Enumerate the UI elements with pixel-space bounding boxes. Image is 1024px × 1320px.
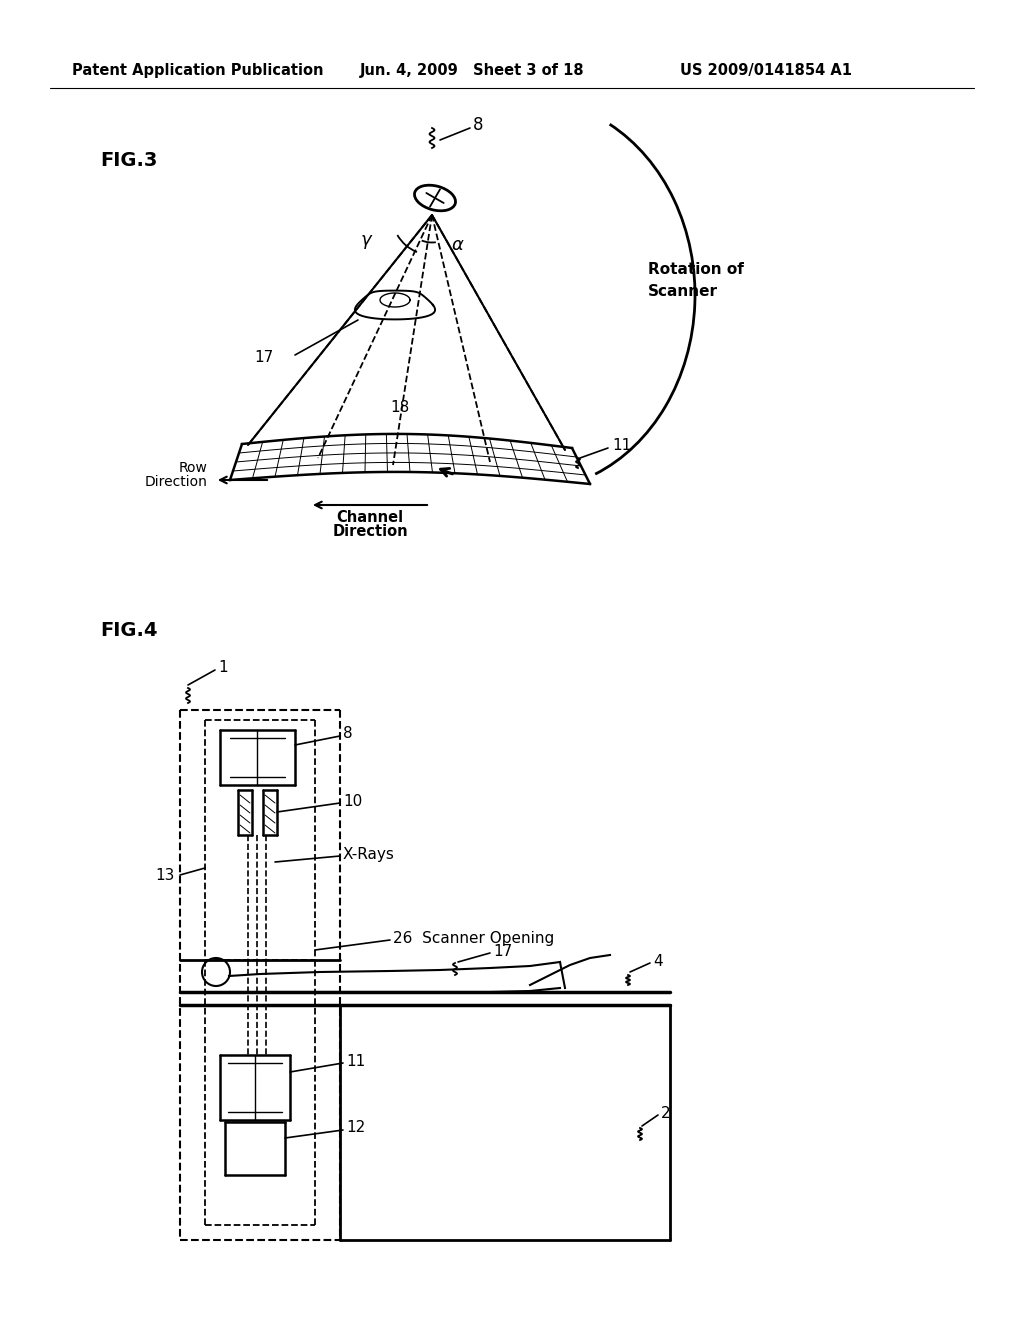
Text: 8: 8	[473, 116, 483, 135]
Text: 12: 12	[346, 1121, 366, 1135]
Text: FIG.4: FIG.4	[100, 620, 158, 639]
Text: 4: 4	[653, 953, 663, 969]
Text: X-Rays: X-Rays	[343, 846, 395, 862]
Text: Direction: Direction	[332, 524, 408, 540]
Text: Channel: Channel	[337, 511, 403, 525]
Text: 2: 2	[662, 1106, 671, 1121]
Text: Direction: Direction	[145, 475, 208, 488]
Text: 26  Scanner Opening: 26 Scanner Opening	[393, 931, 554, 945]
Text: 13: 13	[156, 867, 175, 883]
Text: 11: 11	[346, 1053, 366, 1068]
Text: $\alpha$: $\alpha$	[452, 236, 465, 253]
Text: Row: Row	[179, 461, 208, 475]
Text: 1: 1	[218, 660, 227, 676]
Text: 11: 11	[612, 438, 631, 454]
Text: FIG.3: FIG.3	[100, 150, 158, 169]
Text: Scanner: Scanner	[648, 285, 718, 300]
Text: 10: 10	[343, 793, 362, 808]
Ellipse shape	[415, 185, 456, 211]
Text: Patent Application Publication: Patent Application Publication	[72, 62, 324, 78]
Text: Rotation of: Rotation of	[648, 263, 743, 277]
Text: 8: 8	[343, 726, 352, 742]
Text: $\gamma$: $\gamma$	[360, 234, 374, 251]
Text: 18: 18	[390, 400, 410, 414]
Text: Jun. 4, 2009   Sheet 3 of 18: Jun. 4, 2009 Sheet 3 of 18	[360, 62, 585, 78]
Text: 17: 17	[255, 351, 274, 366]
Text: US 2009/0141854 A1: US 2009/0141854 A1	[680, 62, 852, 78]
Text: 17: 17	[493, 944, 512, 958]
